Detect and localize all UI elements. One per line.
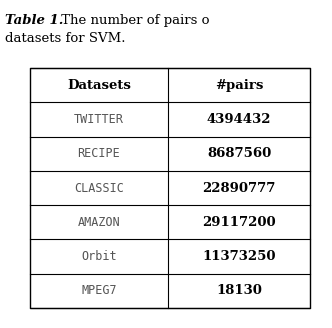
Bar bbox=[30, 68, 310, 308]
Text: Datasets: Datasets bbox=[67, 79, 131, 92]
Text: 4394432: 4394432 bbox=[207, 113, 271, 126]
Text: Table 1.: Table 1. bbox=[5, 14, 63, 27]
Text: AMAZON: AMAZON bbox=[78, 216, 121, 229]
Text: Orbit: Orbit bbox=[81, 250, 117, 263]
Text: datasets for SVM.: datasets for SVM. bbox=[5, 32, 125, 45]
Text: 11373250: 11373250 bbox=[202, 250, 276, 263]
Text: RECIPE: RECIPE bbox=[78, 147, 121, 160]
Text: The number of pairs o: The number of pairs o bbox=[57, 14, 209, 27]
Text: 29117200: 29117200 bbox=[202, 216, 276, 229]
Text: CLASSIC: CLASSIC bbox=[74, 181, 124, 195]
Text: 22890777: 22890777 bbox=[202, 181, 276, 195]
Text: 18130: 18130 bbox=[216, 284, 262, 297]
Text: TWITTER: TWITTER bbox=[74, 113, 124, 126]
Text: MPEG7: MPEG7 bbox=[81, 284, 117, 297]
Text: 8687560: 8687560 bbox=[207, 147, 271, 160]
Text: #pairs: #pairs bbox=[215, 79, 263, 92]
